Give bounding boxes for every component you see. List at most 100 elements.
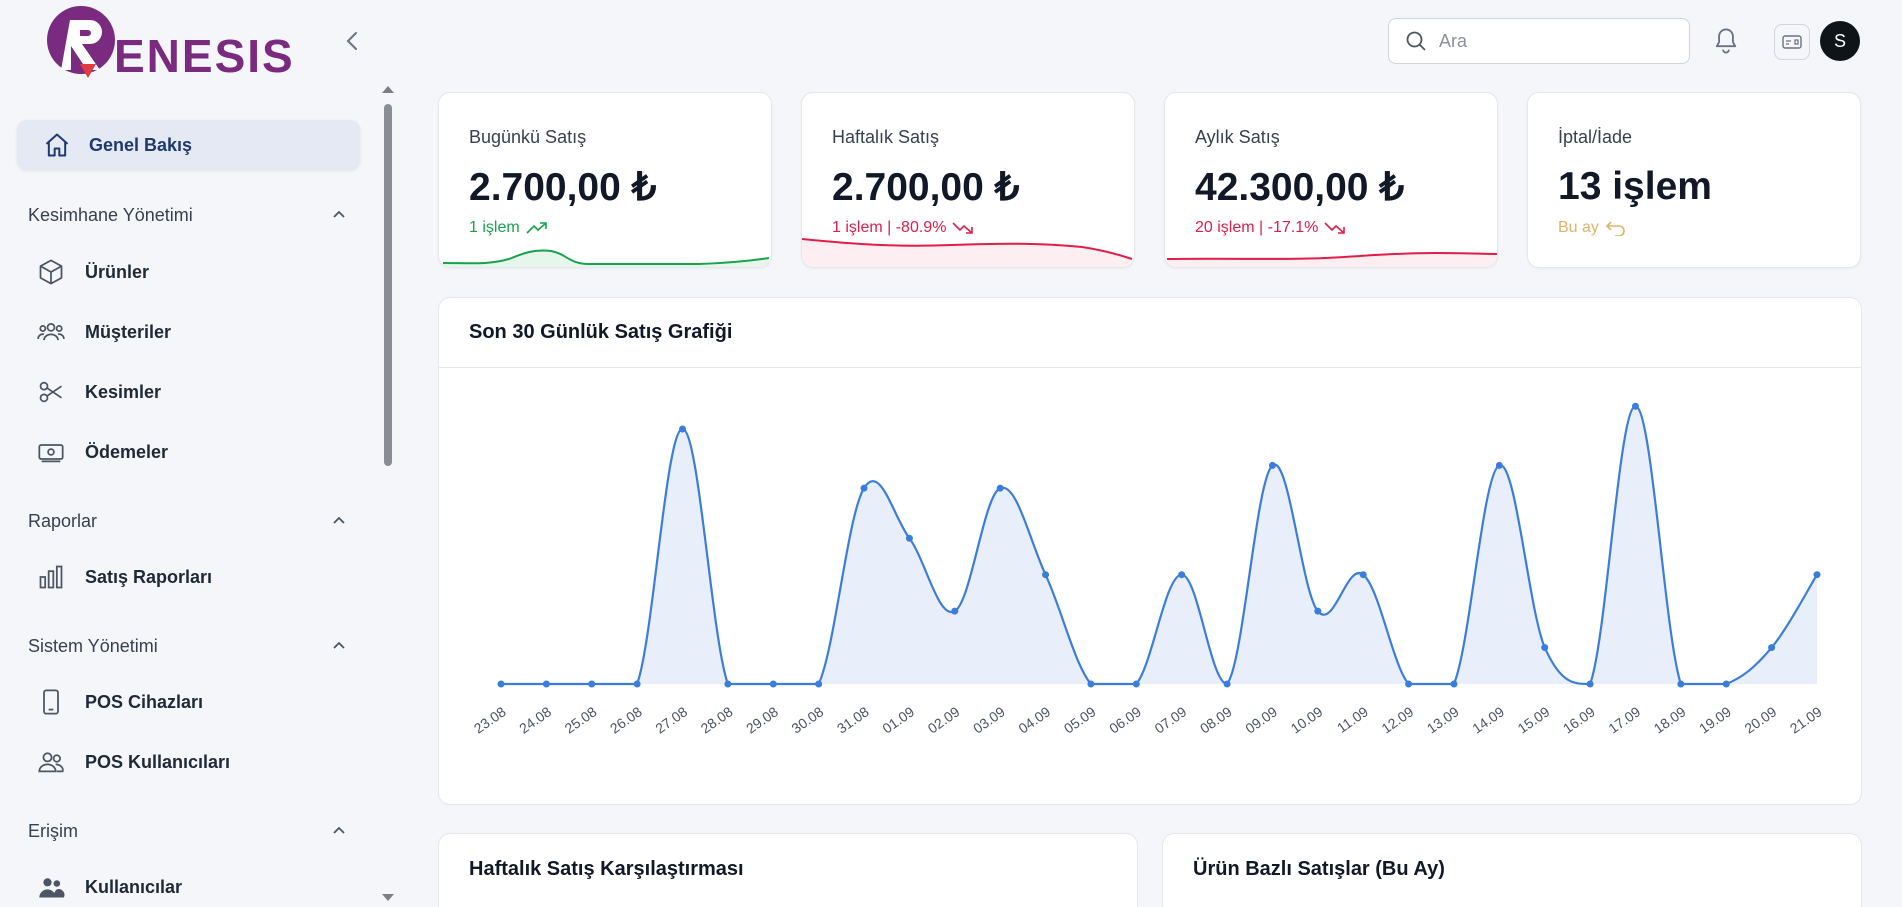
stat-title: İptal/İade xyxy=(1558,127,1633,147)
sidebar-item-musteriler[interactable]: Müşteriler xyxy=(37,312,347,352)
chart-point[interactable] xyxy=(1359,571,1367,579)
chart-point[interactable] xyxy=(769,680,777,688)
x-tick-label: 07.09 xyxy=(1152,703,1190,736)
section-erisim[interactable]: Erişim xyxy=(28,816,348,846)
stat-value: 2.700,00 ₺ xyxy=(832,166,1020,209)
stat-sub-text: 1 işlem xyxy=(469,219,520,236)
chart-point[interactable] xyxy=(1268,461,1276,469)
x-tick-label: 10.09 xyxy=(1288,703,1326,736)
user-group-icon xyxy=(37,748,65,776)
trend-down-icon xyxy=(1324,222,1346,234)
chart-point[interactable] xyxy=(679,425,687,433)
x-tick-label: 24.08 xyxy=(516,703,554,736)
user-avatar[interactable]: S xyxy=(1820,21,1860,61)
sidebar-item-odemeler[interactable]: Ödemeler xyxy=(37,432,347,472)
main-content: Bugünkü Satış 2.700,00 ₺ 1 işlem Haftalı… xyxy=(396,82,1902,907)
x-tick-label: 27.08 xyxy=(652,703,690,736)
chart-point[interactable] xyxy=(1450,680,1458,688)
section-kesimhane-yonetimi[interactable]: Kesimhane Yönetimi xyxy=(28,200,348,230)
chart-point[interactable] xyxy=(588,680,596,688)
chart-point[interactable] xyxy=(1495,461,1503,469)
nav-item-label: Genel Bakış xyxy=(89,134,193,155)
section-title: Kesimhane Yönetimi xyxy=(28,204,193,225)
section-title: Raporlar xyxy=(28,510,98,531)
chart-point[interactable] xyxy=(542,680,550,688)
notification-button[interactable] xyxy=(1712,26,1740,61)
chart-point[interactable] xyxy=(1405,680,1413,688)
sidebar-item-label: Ödemeler xyxy=(85,441,169,462)
pos-card-button[interactable] xyxy=(1774,24,1810,60)
chart-point[interactable] xyxy=(1677,680,1685,688)
chart-point[interactable] xyxy=(860,484,868,492)
x-tick-label: 28.08 xyxy=(698,703,736,736)
return-icon xyxy=(1605,221,1625,236)
chart-point[interactable] xyxy=(1132,680,1140,688)
stat-title: Aylık Satış xyxy=(1195,127,1280,147)
chart-point[interactable] xyxy=(1631,402,1639,410)
chart-point[interactable] xyxy=(996,484,1004,492)
stat-sub: 1 işlem xyxy=(469,219,548,237)
chart-point[interactable] xyxy=(1722,680,1730,688)
x-tick-label: 03.09 xyxy=(970,703,1008,736)
collapse-sidebar-button[interactable] xyxy=(340,28,366,54)
search-input[interactable] xyxy=(1439,30,1659,52)
x-tick-label: 26.08 xyxy=(607,703,645,736)
chart-point[interactable] xyxy=(724,680,732,688)
chevron-up-icon xyxy=(333,516,345,524)
section-title: Erişim xyxy=(28,820,78,841)
money-icon xyxy=(37,438,65,466)
chart-point[interactable] xyxy=(1768,644,1776,652)
sidebar-item-urunler[interactable]: Ürünler xyxy=(37,252,347,292)
sidebar-item-pos-kullanicilari[interactable]: POS Kullanıcıları xyxy=(37,742,347,782)
chart-point[interactable] xyxy=(1541,644,1549,652)
chart-point[interactable] xyxy=(1178,571,1186,579)
chart-point[interactable] xyxy=(815,680,823,688)
scissors-icon xyxy=(37,378,65,406)
svg-text:ENESIS: ENESIS xyxy=(114,30,295,78)
x-tick-label: 08.09 xyxy=(1197,703,1235,736)
x-tick-label: 15.09 xyxy=(1515,703,1553,736)
home-icon xyxy=(43,131,71,159)
chart-point[interactable] xyxy=(1586,680,1594,688)
x-tick-label: 18.09 xyxy=(1651,703,1689,736)
x-tick-label: 14.09 xyxy=(1469,703,1507,736)
sales-chart-panel: Son 30 Günlük Satış Grafiği 23.08 24.08 25… xyxy=(438,297,1862,805)
chart-point[interactable] xyxy=(1813,571,1821,579)
users-solid-icon xyxy=(37,873,65,901)
stat-card-iptal-iade: İptal/İade 13 işlem Bu ay xyxy=(1527,92,1861,268)
renesis-logo[interactable]: ENESIS xyxy=(44,2,312,78)
scroll-thumb[interactable] xyxy=(384,104,392,466)
section-raporlar[interactable]: Raporlar xyxy=(28,506,348,536)
x-tick-label: 31.08 xyxy=(834,703,872,736)
chart-point[interactable] xyxy=(951,607,959,615)
sidebar-scrollbar[interactable] xyxy=(380,82,396,907)
stat-card-aylik-satis: Aylık Satış 42.300,00 ₺ 20 işlem | -17.1… xyxy=(1164,92,1498,268)
chart-point[interactable] xyxy=(1042,571,1050,579)
nav-item-genel-bakis[interactable]: Genel Bakış xyxy=(17,120,360,170)
section-sistem-yonetimi[interactable]: Sistem Yönetimi xyxy=(28,631,348,661)
chart-point[interactable] xyxy=(497,680,505,688)
sidebar-item-kesimler[interactable]: Kesimler xyxy=(37,372,347,412)
chart-title: Son 30 Günlük Satış Grafiği xyxy=(469,321,733,343)
chart-point[interactable] xyxy=(1223,680,1231,688)
sidebar-item-satis-raporlari[interactable]: Satış Raporları xyxy=(37,557,347,597)
scroll-down-arrow[interactable] xyxy=(382,894,394,901)
stat-title: Bugünkü Satış xyxy=(469,127,587,147)
chart-point[interactable] xyxy=(905,534,913,542)
chart-point[interactable] xyxy=(1087,680,1095,688)
x-tick-label: 04.09 xyxy=(1015,703,1053,736)
sidebar-item-pos-cihazlari[interactable]: POS Cihazları xyxy=(37,682,347,722)
x-tick-label: 13.09 xyxy=(1424,703,1462,736)
section-title: Sistem Yönetimi xyxy=(28,635,158,656)
scroll-up-arrow[interactable] xyxy=(382,86,394,93)
chart-series-line xyxy=(500,405,1818,686)
bell-icon xyxy=(1715,28,1737,54)
chart-point[interactable] xyxy=(633,680,641,688)
stat-title: Haftalık Satış xyxy=(832,127,940,147)
search-box[interactable] xyxy=(1388,18,1690,64)
sidebar-item-kullanicilar[interactable]: Kullanıcılar xyxy=(37,867,347,907)
x-tick-label: 23.08 xyxy=(471,703,509,736)
chart-point[interactable] xyxy=(1314,607,1322,615)
weekly-comparison-panel: Haftalık Satış Karşılaştırması xyxy=(438,833,1138,907)
stat-value: 42.300,00 ₺ xyxy=(1195,166,1405,209)
